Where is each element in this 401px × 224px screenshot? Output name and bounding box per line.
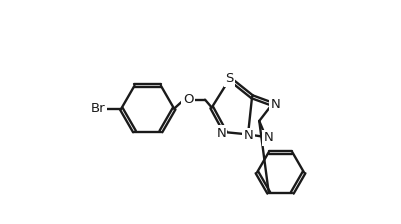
Text: N: N xyxy=(243,129,253,142)
Text: N: N xyxy=(270,98,279,111)
Text: N: N xyxy=(263,131,272,144)
Text: O: O xyxy=(182,93,193,106)
Text: S: S xyxy=(225,72,233,85)
Text: Br: Br xyxy=(90,102,105,115)
Text: N: N xyxy=(216,127,225,140)
